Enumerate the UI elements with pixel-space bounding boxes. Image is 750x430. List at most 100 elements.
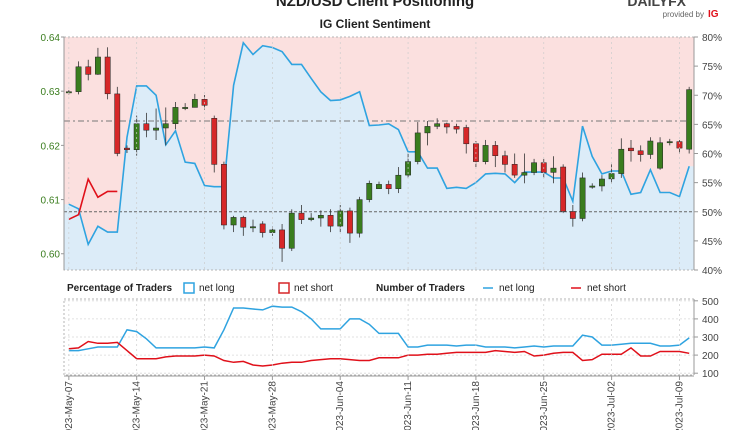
candle-up — [647, 140, 654, 155]
ig-logo: IG — [708, 9, 719, 20]
price-tick-label: 0.61 — [41, 196, 61, 207]
date-axis: 2023-May-07 2023-May-14 2023-May-21 2023-Ma… — [64, 375, 694, 430]
candle-down — [560, 166, 567, 212]
candle-up — [317, 215, 324, 219]
provided-by-label: provided by — [663, 10, 704, 19]
candle-up — [182, 107, 189, 109]
date-tick-label: 2023-May-28 — [267, 381, 278, 430]
candle-up — [395, 174, 402, 189]
percent-tick-label: 55% — [702, 179, 722, 190]
percent-tick-label: 45% — [702, 237, 722, 248]
date-tick-label: 2023-Jun-18 — [471, 381, 482, 430]
candle-down — [143, 123, 150, 131]
legend-pct-short-swatch — [278, 282, 290, 294]
legend-pct-short-label: net short — [294, 283, 333, 294]
percent-tick-label: 50% — [702, 208, 722, 219]
candle-up — [191, 99, 198, 108]
candle-up — [75, 66, 82, 92]
candle-down — [569, 211, 576, 219]
legend-pct-long-swatch — [183, 282, 195, 294]
net-long-count-line — [68, 305, 690, 352]
percent-tick-label: 65% — [702, 120, 722, 131]
price-tick-label: 0.60 — [41, 250, 61, 261]
candle-up — [550, 167, 557, 173]
candle-up — [657, 142, 663, 169]
candle-down — [347, 210, 353, 234]
candle-down — [637, 150, 644, 155]
date-tick-label: 2023-Jun-11 — [403, 381, 414, 430]
net-short-percent-line — [68, 176, 118, 221]
candle-down — [443, 123, 450, 128]
candle-up — [482, 145, 489, 162]
percent-tick-label: 70% — [702, 91, 722, 102]
candle-up — [288, 212, 295, 249]
brand-logo-text: DAILYFX — [627, 0, 686, 9]
traders-tick-label: 500 — [702, 297, 719, 308]
candle-up — [153, 127, 159, 131]
price-axis: 0.64 0.63 0.62 0.61 0.60 — [41, 33, 65, 270]
candle-down — [298, 212, 305, 220]
candle-down — [327, 215, 334, 227]
candle-up — [686, 89, 693, 150]
date-tick-label: 2023-Jun-04 — [335, 381, 346, 430]
net-short-count-line — [68, 340, 690, 367]
traders-panel-frame — [63, 298, 695, 376]
candle-down — [502, 155, 508, 165]
candle-up — [95, 56, 101, 75]
candle-down — [385, 184, 392, 189]
candle-up — [599, 178, 605, 187]
candle-up — [589, 185, 596, 188]
percent-tick-label: 75% — [702, 62, 722, 73]
candle-down — [211, 118, 218, 165]
date-tick-label: 2023-May-14 — [132, 381, 143, 430]
date-tick-label: 2023-Jul-09 — [674, 381, 685, 430]
legend-num-short-label: net short — [587, 283, 626, 294]
date-tick-label: 2023-Jul-02 — [607, 381, 618, 430]
traders-tick-label: 300 — [702, 333, 719, 344]
candle-up — [162, 123, 169, 129]
legend-percentage-title: Percentage of Traders — [67, 283, 172, 294]
candle-down — [279, 229, 285, 249]
candle-up — [434, 123, 441, 127]
candle-down — [259, 223, 266, 233]
brand-logo: DAILYFX provided by IG — [627, 0, 718, 20]
price-tick-label: 0.64 — [41, 33, 61, 44]
legend-num-long-label: net long — [499, 283, 535, 294]
price-tick-label: 0.63 — [41, 87, 61, 98]
candle-down — [453, 126, 460, 130]
percent-tick-label: 60% — [702, 150, 722, 161]
candle-up — [666, 141, 673, 144]
legend-pct-long-label: net long — [199, 283, 235, 294]
price-tick-label: 0.62 — [41, 141, 61, 152]
candle-up — [376, 184, 382, 189]
candle-down — [492, 145, 499, 156]
candle-up — [366, 183, 373, 200]
candle-up — [521, 172, 528, 176]
candle-down — [104, 56, 111, 95]
candle-up — [579, 177, 586, 219]
candle-down — [628, 147, 634, 152]
candle-down — [240, 217, 247, 228]
net-long-percent-line — [68, 41, 690, 247]
price-panel — [63, 36, 695, 271]
date-tick-label: 2023-May-21 — [200, 381, 211, 430]
candle-up — [414, 132, 421, 162]
candle-up — [172, 107, 179, 124]
traders-tick-label: 400 — [702, 315, 719, 326]
candle-up — [618, 148, 625, 174]
chart-subtitle: IG Client Sentiment — [320, 17, 431, 31]
percent-tick-label: 80% — [702, 33, 722, 44]
traders-tick-label: 200 — [702, 351, 719, 362]
candle-down — [221, 164, 227, 226]
candle-down — [124, 147, 130, 150]
candle-up — [308, 217, 315, 220]
candle-down — [511, 164, 518, 176]
legend-number-title: Number of Traders — [376, 283, 465, 294]
candle-down — [114, 93, 121, 154]
chart-title: NZD/USD Client Positioning — [276, 0, 474, 10]
candle-up — [250, 226, 256, 229]
legend: Percentage of Traders net long net short… — [67, 282, 626, 294]
traders-panel: 500 400 300 200 100 — [63, 297, 719, 380]
candle-up — [531, 162, 537, 173]
